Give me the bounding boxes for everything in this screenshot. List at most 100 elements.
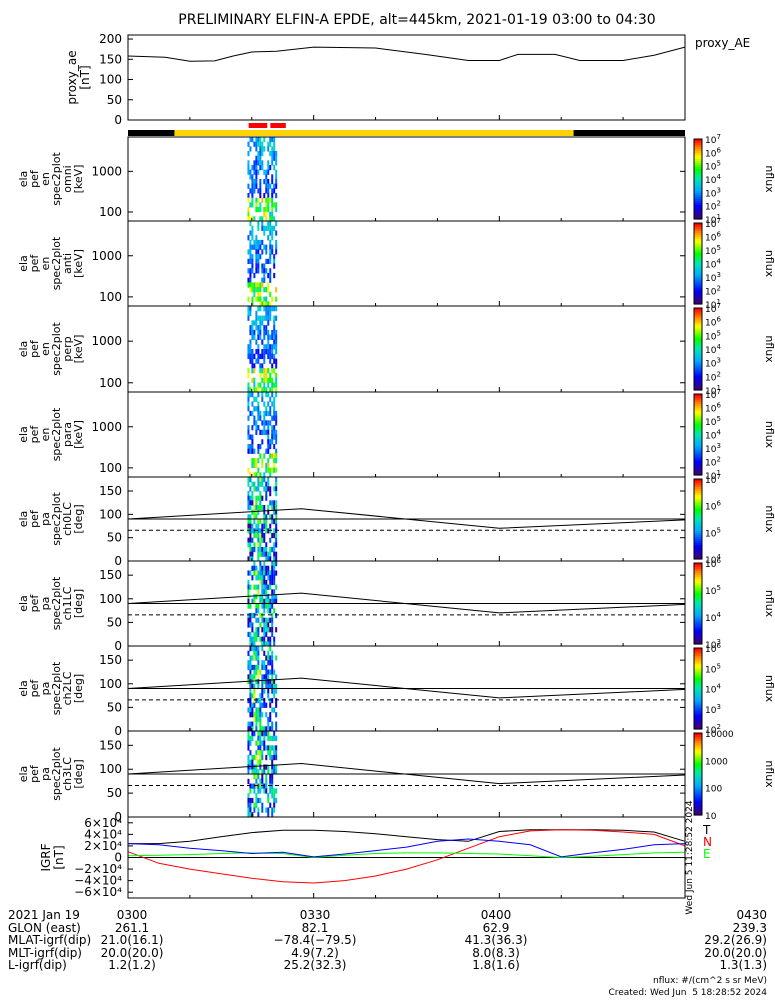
colorbar-segment	[694, 704, 702, 708]
spectrogram-cell	[257, 509, 260, 515]
spectrogram-cell	[267, 258, 270, 264]
spectrogram-cell	[251, 287, 254, 293]
colorbar-segment	[694, 454, 702, 458]
coordinate-value: −78.4(−79.5)	[273, 933, 357, 947]
colorbar-segment	[694, 396, 702, 399]
colorbar-segment	[694, 351, 702, 354]
colorbar-tick-exp: 3	[716, 186, 720, 194]
spectrogram-cell	[253, 650, 256, 656]
spectrogram-cell	[271, 655, 274, 661]
spectrogram-cell	[261, 396, 264, 402]
y-axis-label: elapefpaspec2plotch1LC[deg]	[17, 576, 85, 630]
spectrogram-cell	[257, 467, 260, 473]
colorbar-segment	[694, 287, 702, 291]
spectrogram-cell	[273, 410, 276, 417]
spectrogram-cell	[265, 556, 268, 562]
spectrogram-cell	[273, 306, 276, 312]
spectrogram-cell	[273, 396, 276, 402]
spectrogram-cell	[261, 579, 264, 586]
spectrogram-cell	[247, 169, 250, 175]
spectrogram-cell	[247, 353, 250, 360]
spectrogram-cell	[261, 646, 264, 652]
spectrogram-cell	[251, 764, 254, 770]
spectrogram-cell	[275, 439, 278, 445]
colorbar-segment	[694, 189, 702, 192]
colorbar-segment	[694, 587, 702, 590]
panel-igrf: 6×10⁴4×10⁴2×10⁴0−2×10⁴−4×10⁴−6×10⁴IGRF[n…	[39, 800, 712, 914]
spectrogram-cell	[265, 674, 268, 680]
colorbar-segment	[694, 712, 702, 716]
spectrogram-cell	[269, 778, 272, 785]
spectrogram-cell	[267, 349, 270, 355]
colorbar-segment	[694, 223, 702, 226]
colorbar-segment	[694, 635, 702, 639]
spectrogram-cell	[275, 556, 278, 562]
colorbar-tick-label: 104	[705, 343, 721, 356]
spectrogram-cell	[273, 802, 276, 808]
colorbar-segment	[694, 379, 702, 383]
y-axis-label-line: ela	[17, 341, 30, 358]
colorbar-segment	[694, 163, 702, 166]
colorbar-segment	[694, 328, 702, 332]
spectrogram-cell	[265, 603, 268, 609]
spectrogram-cell	[249, 495, 252, 501]
spectrogram-cell	[261, 693, 264, 699]
spectrogram-cell	[247, 660, 250, 666]
colorbar-segment	[694, 753, 702, 757]
spectrogram-cell	[247, 793, 250, 799]
spectrogram-cell	[249, 258, 252, 264]
spectrogram-cell	[257, 603, 260, 609]
colorbar-tick-label: 103	[705, 186, 721, 199]
spectrogram-cell	[249, 410, 252, 417]
spectrogram-cell	[275, 570, 278, 576]
spectrogram-cell	[275, 363, 278, 369]
spectrogram-cell	[247, 387, 250, 393]
colorbar-segment	[694, 293, 702, 297]
spectrogram-cell	[259, 598, 262, 604]
colorbar-segment	[694, 301, 702, 305]
spectrogram-cell	[267, 377, 270, 383]
colorbar-segment	[694, 541, 702, 544]
spectrogram-cell	[273, 339, 276, 345]
spectrogram-cell	[273, 533, 276, 539]
spectrogram-cell	[275, 533, 278, 539]
panel-en_spec_omni: 1001000elapefenspec2plotomni[keV]1011021…	[17, 133, 775, 226]
spectrogram-cell	[259, 325, 262, 331]
colorbar-tick-exp: 5	[716, 160, 720, 168]
colorbar-tick-exp: 7	[716, 388, 720, 396]
spectrogram-cell	[259, 415, 262, 421]
y-tick-label: 100	[99, 677, 122, 691]
colorbar-segment	[694, 191, 702, 194]
colorbar-segment	[694, 340, 702, 344]
spectrogram-cell	[275, 491, 278, 497]
spectrogram-cell	[257, 542, 260, 548]
colorbar-segment	[694, 682, 702, 686]
colorbar-tick-label: 101	[705, 298, 721, 311]
spectrogram-cell	[275, 481, 278, 487]
spectrogram-cell	[273, 528, 276, 534]
spectrogram-cell	[271, 249, 274, 255]
spectrogram-cell	[263, 137, 266, 143]
spectrogram-cell	[271, 467, 274, 473]
spectrogram-cell	[261, 802, 264, 808]
panel-pa_spec_ch1: 050100150elapefpaspec2plotch1LC[deg]1031…	[17, 557, 775, 653]
spectrogram-cell	[269, 774, 272, 780]
y-axis-label-line: [deg]	[72, 759, 85, 788]
spectrogram-cell	[273, 707, 276, 713]
spectrogram-cell	[251, 188, 254, 194]
spectrogram-cell	[251, 754, 254, 761]
spectrogram-cell	[259, 716, 262, 723]
y-axis-label-line: [deg]	[72, 674, 85, 703]
colorbar-tick-exp: 4	[716, 173, 721, 181]
spectrogram-cell	[247, 731, 250, 737]
y-axis-label: IGRF[nT]	[39, 843, 66, 871]
spectrogram-cell	[275, 344, 278, 350]
spectrogram-cell	[265, 807, 268, 813]
colorbar-tick-exp: 4	[716, 683, 721, 691]
spectrogram-cell	[249, 641, 252, 647]
spectrogram-cell	[247, 216, 250, 222]
colorbar-segment	[694, 623, 702, 627]
spectrogram-cell	[271, 754, 274, 761]
spectrogram-cell	[267, 764, 270, 770]
colorbar-segment	[694, 678, 702, 681]
